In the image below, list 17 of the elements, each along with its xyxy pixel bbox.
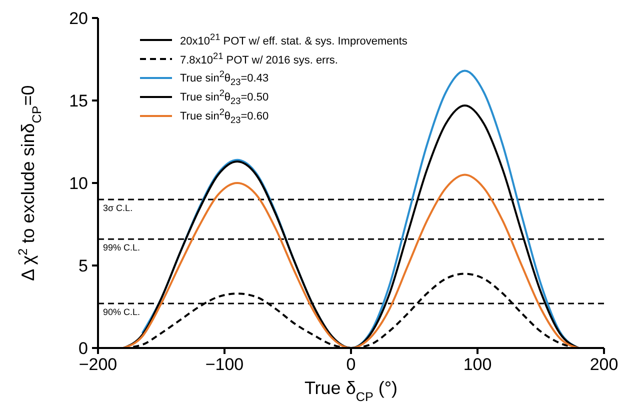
y-tick-label: 20 xyxy=(69,9,88,28)
x-tick-label: 0 xyxy=(346,355,356,374)
legend-label: 7.8x10$^{21}$ POT w/ 2016 sys. errs. xyxy=(180,50,338,66)
legend-label: True sin$^{2}$θ$_{23}$=0.50 xyxy=(180,88,269,106)
x-axis-title: True δ$_{CP}$ (°) xyxy=(304,378,398,404)
y-tick-label: 15 xyxy=(69,92,88,111)
x-tick-label: 200 xyxy=(590,355,618,374)
ref-line-label: 90% C.L. xyxy=(103,306,140,317)
y-tick-label: 5 xyxy=(78,256,88,276)
legend-label: True sin$^{2}$θ$_{23}$=0.60 xyxy=(180,106,269,124)
legend-label: 20x10$^{21}$ POT w/ eff. stat. & sys. Improvements xyxy=(180,32,408,48)
x-tick-label: 100 xyxy=(463,355,492,374)
legend-label: True sin$^{2}$θ$_{23}$=0.43 xyxy=(180,68,269,86)
ref-line-label: 3σ C.L. xyxy=(103,202,133,213)
ref-line-label: 99% C.L. xyxy=(103,242,140,252)
x-tick-label: −100 xyxy=(205,355,244,374)
y-tick-label: 10 xyxy=(69,174,88,194)
